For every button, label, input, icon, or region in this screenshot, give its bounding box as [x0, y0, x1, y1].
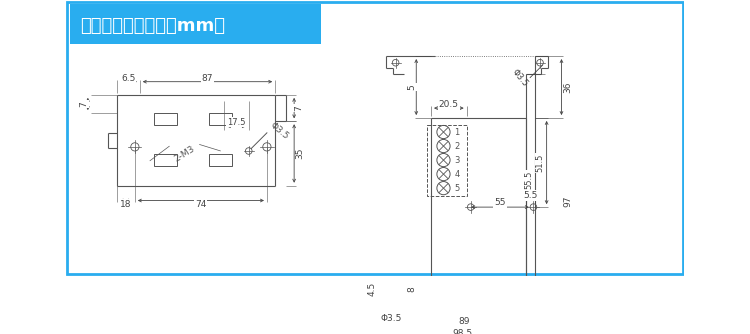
Text: 35: 35: [296, 148, 304, 159]
Text: 87: 87: [202, 74, 213, 83]
Text: 55: 55: [494, 198, 506, 207]
Text: 5: 5: [454, 184, 460, 193]
Bar: [427, 125, 466, 196]
Text: 51.5: 51.5: [536, 153, 544, 172]
Text: 20.5: 20.5: [439, 100, 459, 109]
Text: 6.5: 6.5: [121, 74, 136, 83]
Bar: [154, 113, 177, 125]
Text: 2-M3: 2-M3: [172, 145, 196, 164]
Text: Φ3.5: Φ3.5: [381, 314, 402, 323]
Text: Φ3.5: Φ3.5: [511, 67, 530, 88]
Text: 89: 89: [458, 317, 470, 326]
Text: Φ3.5: Φ3.5: [268, 121, 290, 142]
Bar: [209, 113, 232, 125]
Text: 5: 5: [408, 84, 417, 90]
Bar: [70, 4, 321, 44]
Bar: [209, 154, 232, 166]
Text: 4: 4: [454, 170, 460, 179]
Text: 17.5: 17.5: [227, 118, 245, 127]
Text: 5.5: 5.5: [524, 191, 538, 200]
Text: 7: 7: [80, 101, 88, 107]
Text: 97: 97: [563, 196, 572, 207]
Bar: [154, 154, 177, 166]
Text: 18: 18: [120, 200, 131, 209]
Text: 74: 74: [195, 200, 206, 209]
Text: 7: 7: [294, 105, 303, 111]
Text: 3: 3: [454, 156, 460, 165]
Text: 4.5: 4.5: [368, 282, 377, 296]
Text: 安装尺寸图：（单位mm）: 安装尺寸图：（单位mm）: [80, 17, 226, 35]
Text: 55.5: 55.5: [524, 171, 533, 189]
Text: 98.5: 98.5: [452, 329, 472, 334]
Text: 2: 2: [454, 142, 460, 151]
Text: 36: 36: [563, 81, 572, 93]
Text: 1: 1: [454, 128, 460, 137]
Text: 8: 8: [408, 286, 417, 292]
